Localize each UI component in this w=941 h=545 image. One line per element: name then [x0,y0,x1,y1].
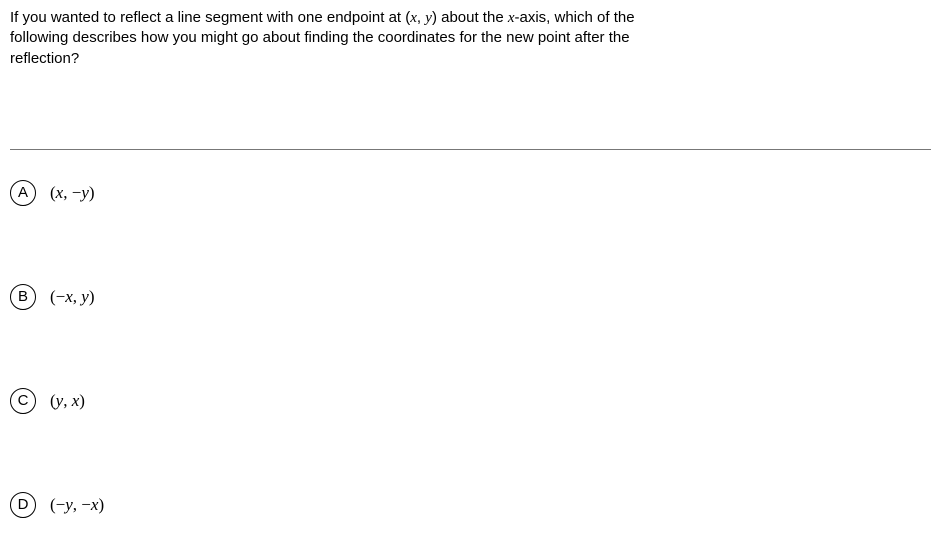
option-letter-circle: A [10,180,36,206]
var: y [81,287,89,306]
option-text: (−x, y) [50,287,95,307]
page-container: If you wanted to reflect a line segment … [0,0,941,518]
answer-option-a[interactable]: A (x, −y) [10,180,931,206]
option-letter-circle: C [10,388,36,414]
option-letter-circle: D [10,492,36,518]
paren-open: (− [50,287,65,306]
sep: , [63,391,72,410]
option-letter: C [18,392,29,409]
answer-option-c[interactable]: C (y, x) [10,388,931,414]
paren-open: (− [50,495,65,514]
q-part: -axis, which of the [515,9,635,26]
option-letter: A [18,184,28,201]
paren-close: ) [89,287,95,306]
option-text: (x, −y) [50,183,95,203]
option-letter: B [18,288,28,305]
paren-close: ) [79,391,85,410]
q-var-x2: x [508,10,515,26]
q-var-x: x [410,10,417,26]
q-part: , [417,9,425,26]
question-text: If you wanted to reflect a line segment … [10,8,730,69]
var: y [81,183,89,202]
option-letter-circle: B [10,284,36,310]
option-text: (y, x) [50,391,85,411]
q-part: ) about the [432,9,508,26]
q-line2: following describes how you might go abo… [10,29,630,46]
sep: , − [63,183,81,202]
answer-option-d[interactable]: D (−y, −x) [10,492,931,518]
option-text: (−y, −x) [50,495,104,515]
answer-list: A (x, −y) B (−x, y) C (y, x) D [10,150,931,518]
q-line3: reflection? [10,50,79,67]
var: x [65,287,73,306]
paren-close: ) [89,183,95,202]
sep: , − [73,495,91,514]
paren-close: ) [98,495,104,514]
var: y [65,495,73,514]
answer-option-b[interactable]: B (−x, y) [10,284,931,310]
q-part: If you wanted to reflect a line segment … [10,9,410,26]
option-letter: D [18,496,29,513]
q-var-y: y [425,10,432,26]
